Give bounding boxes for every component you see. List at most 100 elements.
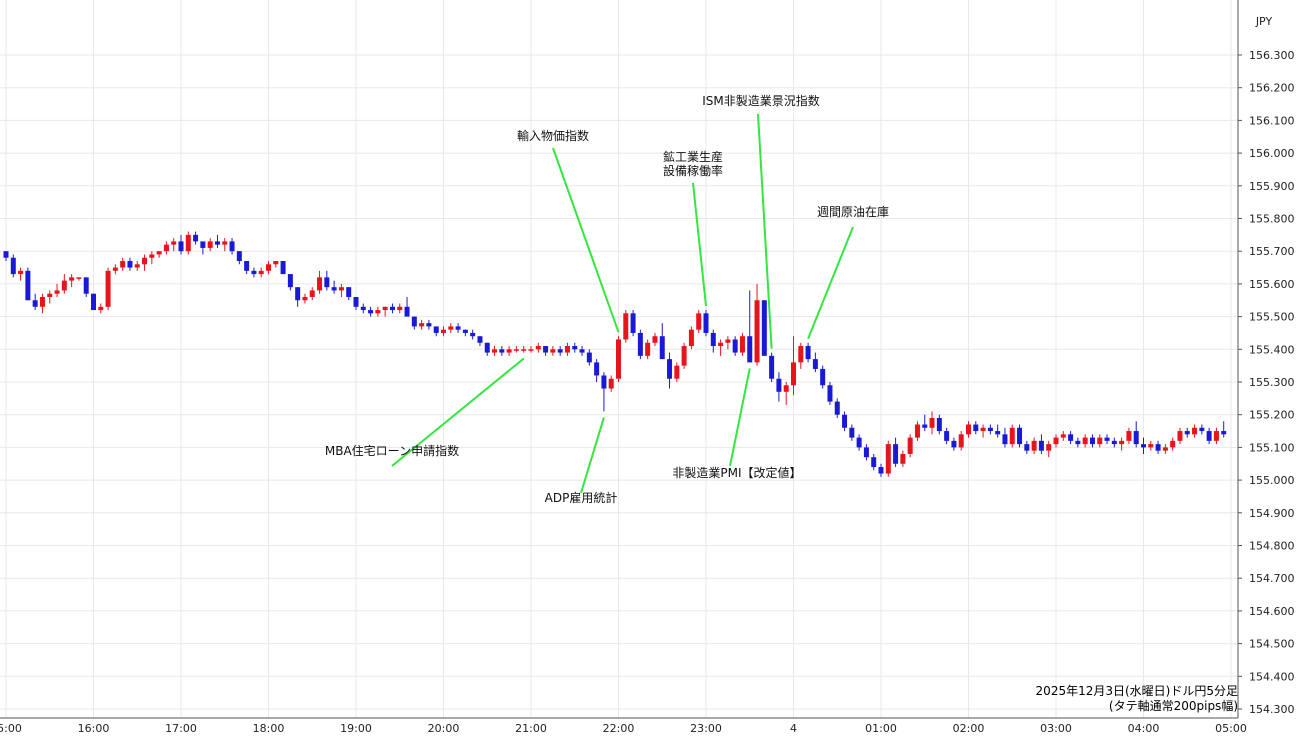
candle-body (54, 290, 60, 294)
candle (783, 382, 789, 405)
candle (820, 365, 826, 389)
candle-body (39, 296, 45, 307)
candle (338, 283, 344, 297)
candle (375, 306, 381, 317)
candle-body (791, 362, 796, 386)
y-tick-label: 154.900 (1249, 507, 1295, 520)
candle (842, 411, 848, 432)
candle-body (455, 326, 461, 330)
candle-body (849, 427, 855, 438)
candle (499, 346, 505, 356)
candle (1053, 434, 1059, 448)
candle-body (944, 431, 950, 441)
candle-body (105, 270, 111, 307)
candle (98, 303, 104, 314)
candle (142, 254, 148, 271)
y-tick-label: 154.300 (1249, 703, 1295, 716)
candle-body (842, 414, 848, 428)
candle-body (1221, 431, 1227, 435)
candle (812, 352, 818, 373)
candle-body (951, 440, 957, 448)
x-tick-label: 20:00 (428, 722, 460, 735)
candle-body (645, 342, 651, 356)
candle-body (783, 385, 789, 392)
candle (791, 336, 796, 396)
candle (1133, 421, 1139, 448)
candle (397, 303, 403, 314)
candle (513, 346, 519, 353)
candle (674, 362, 680, 382)
candle-body (91, 293, 96, 311)
candle-body (251, 270, 257, 275)
x-tick-label: 03:00 (1040, 722, 1072, 735)
candle (287, 274, 293, 291)
candle (419, 319, 425, 330)
event-annotations: MBA住宅ローン申請指数 ADP雇用統計 輸入物価指数鉱工業生産設備稼働率非製造業P… (325, 93, 889, 505)
candle (1206, 427, 1212, 445)
candle (1089, 434, 1095, 448)
candle (353, 296, 359, 311)
candle (54, 283, 60, 297)
candle-body (419, 323, 425, 327)
candle (185, 231, 191, 255)
candle-body (61, 280, 67, 291)
candle (1075, 437, 1081, 448)
candle-body (338, 287, 344, 291)
y-tick-label: 154.700 (1249, 572, 1295, 585)
candle (1017, 424, 1023, 448)
candle (105, 267, 111, 311)
annotation-leader-line (757, 113, 773, 349)
candle-body (696, 313, 702, 330)
y-tick-label: 156.200 (1249, 82, 1295, 95)
candle-body (958, 434, 964, 448)
candle-body (1089, 437, 1095, 445)
candle (193, 231, 199, 245)
candle-body (616, 339, 621, 379)
annotation-leader-line (552, 147, 620, 333)
candle-body (368, 310, 374, 314)
candle-body (987, 427, 993, 432)
candle (120, 257, 126, 271)
candle-body (229, 241, 235, 252)
x-tick-label: 17:00 (165, 722, 197, 735)
candle-body (776, 378, 782, 392)
candle-body (718, 342, 724, 347)
annotation-leader-line (580, 417, 605, 494)
candle (958, 431, 964, 451)
candle (382, 306, 388, 317)
candle (1097, 434, 1103, 448)
candle (754, 283, 760, 366)
candle-body (163, 244, 169, 252)
x-tick-label: 4 (790, 722, 797, 735)
candle (564, 342, 570, 356)
candle (1024, 440, 1030, 454)
y-tick-label: 154.500 (1249, 638, 1295, 651)
candle-body (667, 359, 673, 379)
candle-body (820, 368, 826, 386)
candle (484, 342, 490, 356)
candle-body (521, 349, 527, 351)
candle-body (1206, 431, 1212, 441)
candle-body (543, 346, 549, 353)
candle-body (914, 424, 920, 438)
candle (178, 234, 184, 255)
candle (127, 257, 133, 271)
candle-body (484, 342, 490, 353)
candle-body (287, 274, 293, 288)
candle-body (149, 254, 155, 258)
candle (360, 303, 366, 314)
candle-body (834, 401, 840, 415)
candle (1155, 440, 1161, 454)
candle (76, 277, 82, 281)
candle-body (171, 241, 177, 245)
candle (718, 339, 724, 356)
candle (922, 414, 928, 432)
candle-body (1170, 440, 1176, 448)
candle-body (1148, 444, 1154, 448)
candle (10, 254, 16, 278)
candle-body (623, 313, 629, 340)
annotation-label: 輸入物価指数 (517, 128, 589, 143)
candle-body (200, 241, 206, 248)
candle-body (1192, 427, 1198, 435)
candle (207, 238, 213, 252)
